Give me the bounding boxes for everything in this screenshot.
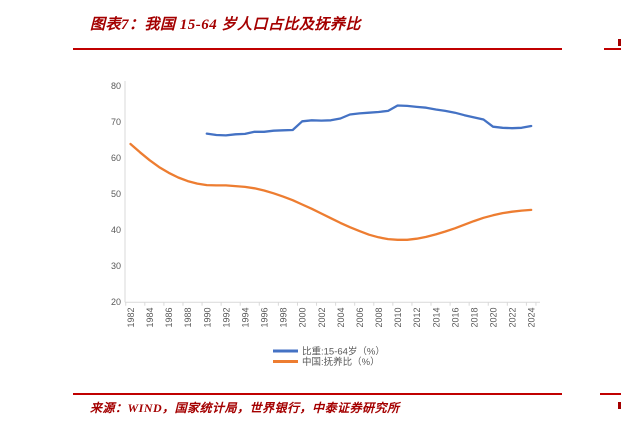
- svg-text:20: 20: [111, 297, 121, 307]
- svg-text:2022: 2022: [508, 308, 518, 328]
- svg-text:2018: 2018: [469, 308, 479, 328]
- svg-text:2010: 2010: [393, 308, 403, 328]
- svg-text:2000: 2000: [298, 308, 308, 328]
- svg-text:80: 80: [111, 81, 121, 91]
- svg-text:2012: 2012: [412, 308, 422, 328]
- svg-text:2002: 2002: [317, 308, 327, 328]
- series-line-0: [205, 104, 533, 137]
- svg-text:2014: 2014: [431, 308, 441, 328]
- x-axis-labels: 1982 1984 1986 1988 1990 1992 1994 1996 1998 2000…: [126, 308, 537, 328]
- svg-text:2020: 2020: [489, 308, 499, 328]
- svg-text:30: 30: [111, 261, 121, 271]
- adjacent-source-divider-fragment: [600, 393, 621, 395]
- svg-text:70: 70: [111, 117, 121, 127]
- title-underline: [73, 48, 562, 50]
- svg-text:2004: 2004: [336, 308, 346, 328]
- svg-text:50: 50: [111, 189, 121, 199]
- series-line-1: [129, 142, 533, 241]
- legend: 比重:15-64岁（%）中国:抚养比（%）: [273, 345, 385, 368]
- axes: [124, 81, 540, 306]
- svg-text:1998: 1998: [279, 308, 289, 328]
- svg-text:1986: 1986: [164, 308, 174, 328]
- svg-text:1996: 1996: [260, 308, 270, 328]
- legend-label-0: 比重:15-64岁（%）: [302, 345, 385, 357]
- y-axis-labels: 80 70 60 50 40 30 20: [111, 81, 121, 307]
- svg-text:1988: 1988: [183, 308, 193, 328]
- svg-text:1992: 1992: [221, 308, 231, 328]
- svg-text:1984: 1984: [145, 308, 155, 328]
- adjacent-title-underline-fragment: [604, 48, 621, 50]
- svg-text:1990: 1990: [202, 308, 212, 328]
- svg-text:2016: 2016: [450, 308, 460, 328]
- svg-text:1994: 1994: [240, 308, 250, 328]
- svg-text:2008: 2008: [374, 308, 384, 328]
- source-note: 来源：WIND，国家统计局，世界银行，中泰证券研究所: [90, 401, 400, 415]
- svg-text:1982: 1982: [126, 308, 136, 328]
- adjacent-source-text-fragment: [618, 402, 621, 409]
- figure-title: 图表7：我国 15-64 岁人口占比及抚养比: [90, 17, 361, 33]
- svg-text:2024: 2024: [527, 308, 537, 328]
- svg-text:2006: 2006: [355, 308, 365, 328]
- legend-label-1: 中国:抚养比（%）: [302, 356, 380, 368]
- svg-text:40: 40: [111, 225, 121, 235]
- svg-text:60: 60: [111, 153, 121, 163]
- adjacent-title-text-fragment: [618, 39, 621, 46]
- source-divider: [73, 393, 562, 395]
